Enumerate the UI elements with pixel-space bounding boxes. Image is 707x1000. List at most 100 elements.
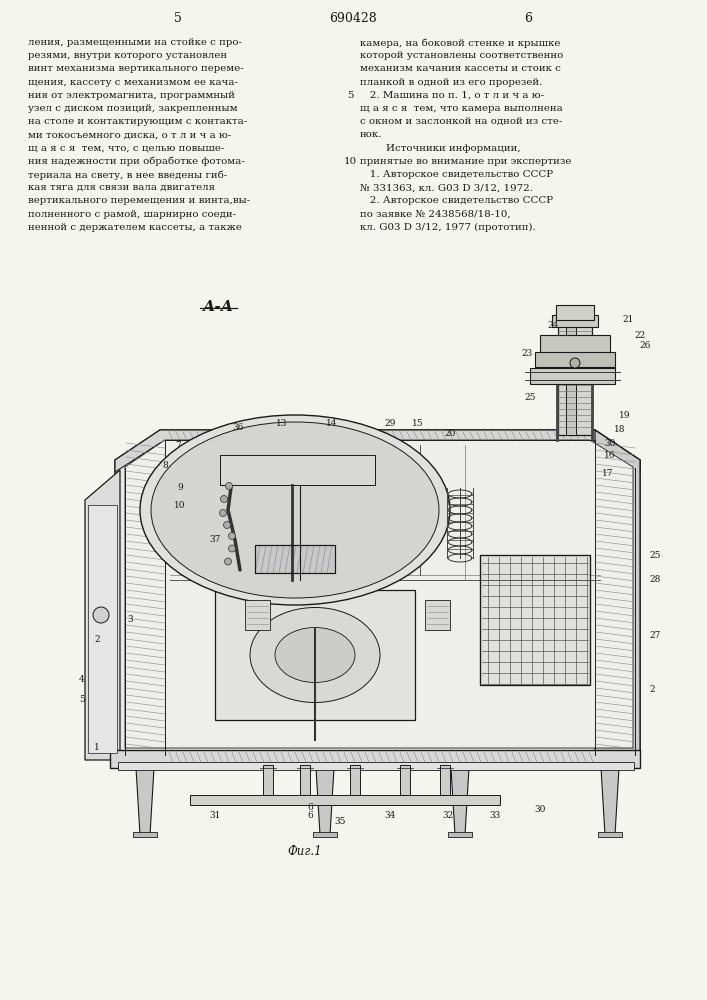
Text: териала на свету, в нее введены гиб-: териала на свету, в нее введены гиб- <box>28 170 227 180</box>
Bar <box>425 600 450 630</box>
Text: 30: 30 <box>534 806 546 814</box>
Text: ния от электромагнита, программный: ния от электромагнита, программный <box>28 91 235 100</box>
Text: 33: 33 <box>489 810 501 820</box>
Circle shape <box>93 607 109 623</box>
Text: 20: 20 <box>444 430 456 438</box>
Text: ненной с держателем кассеты, а также: ненной с держателем кассеты, а также <box>28 223 242 232</box>
Ellipse shape <box>140 415 450 605</box>
Text: 10: 10 <box>174 500 186 510</box>
Bar <box>540 335 610 355</box>
Circle shape <box>221 495 228 502</box>
Text: Фиг.1: Фиг.1 <box>288 845 322 858</box>
Text: ления, размещенными на стойке с про-: ления, размещенными на стойке с про- <box>28 38 242 47</box>
Circle shape <box>228 545 235 552</box>
Text: 2: 2 <box>649 686 655 694</box>
Circle shape <box>226 483 233 489</box>
Circle shape <box>219 510 226 516</box>
Bar <box>598 832 622 837</box>
Text: узел с диском позиций, закрепленным: узел с диском позиций, закрепленным <box>28 104 238 113</box>
Text: ми токосъемного диска, о т л и ч а ю-: ми токосъемного диска, о т л и ч а ю- <box>28 130 231 139</box>
Circle shape <box>225 558 231 565</box>
Text: 14: 14 <box>326 420 338 428</box>
Bar <box>263 765 273 800</box>
Bar <box>215 590 415 720</box>
Text: 2. Авторское свидетельство СССР: 2. Авторское свидетельство СССР <box>360 196 553 205</box>
Text: планкой в одной из его прорезей.: планкой в одной из его прорезей. <box>360 78 542 87</box>
Text: 1: 1 <box>94 744 100 752</box>
Bar <box>255 545 335 573</box>
Bar <box>133 832 157 837</box>
Text: камера, на боковой стенке и крышке: камера, на боковой стенке и крышке <box>360 38 561 47</box>
Bar <box>440 765 450 800</box>
Text: механизм качания кассеты и стоик с: механизм качания кассеты и стоик с <box>360 64 561 73</box>
Circle shape <box>228 532 235 540</box>
Ellipse shape <box>250 607 380 702</box>
Text: 29: 29 <box>385 420 396 428</box>
Text: 34: 34 <box>385 810 396 820</box>
Text: резями, внутри которого установлен: резями, внутри которого установлен <box>28 51 227 60</box>
Text: по заявке № 2438568/18-10,: по заявке № 2438568/18-10, <box>360 210 510 219</box>
Ellipse shape <box>275 628 355 682</box>
Text: 2. Машина по п. 1, о т л и ч а ю-: 2. Машина по п. 1, о т л и ч а ю- <box>360 91 544 100</box>
Bar <box>480 555 590 685</box>
Text: с окном и заслонкой на одной из сте-: с окном и заслонкой на одной из сте- <box>360 117 562 126</box>
Bar <box>558 320 592 435</box>
Text: 28: 28 <box>649 576 660 584</box>
Text: 15: 15 <box>412 420 423 428</box>
Text: 690428: 690428 <box>329 11 377 24</box>
Text: 22: 22 <box>634 330 645 340</box>
Text: 5: 5 <box>346 91 354 100</box>
Text: принятые во внимание при экспертизе: принятые во внимание при экспертизе <box>360 157 571 166</box>
Circle shape <box>570 358 580 368</box>
Text: 24: 24 <box>547 320 559 330</box>
Text: 13: 13 <box>276 420 288 428</box>
Bar <box>552 315 598 327</box>
Text: на столе и контактирующим с контакта-: на столе и контактирующим с контакта- <box>28 117 247 126</box>
Bar <box>110 750 640 768</box>
Text: 26: 26 <box>639 340 650 350</box>
Text: кая тяга для связи вала двигателя: кая тяга для связи вала двигателя <box>28 183 215 192</box>
Text: полненного с рамой, шарнирно соеди-: полненного с рамой, шарнирно соеди- <box>28 210 236 219</box>
Text: 25: 25 <box>525 393 536 402</box>
Text: которой установлены соответственно: которой установлены соответственно <box>360 51 563 60</box>
Text: 31: 31 <box>209 810 221 820</box>
Text: 3: 3 <box>127 615 133 624</box>
Text: нок.: нок. <box>360 130 382 139</box>
Text: щ а я с я  тем, что камера выполнена: щ а я с я тем, что камера выполнена <box>360 104 563 113</box>
Text: 18: 18 <box>614 426 626 434</box>
Text: щ а я с я  тем, что, с целью повыше-: щ а я с я тем, что, с целью повыше- <box>28 144 224 153</box>
Bar <box>220 455 375 485</box>
Text: 19: 19 <box>619 410 631 420</box>
Text: 9: 9 <box>177 484 183 492</box>
Text: 27: 27 <box>649 631 660 640</box>
Polygon shape <box>115 430 640 472</box>
Text: 5: 5 <box>174 11 182 24</box>
Ellipse shape <box>151 422 439 598</box>
Bar <box>530 368 615 384</box>
Bar <box>535 352 615 367</box>
Text: щения, кассету с механизмом ее кача-: щения, кассету с механизмом ее кача- <box>28 78 238 87</box>
Polygon shape <box>595 430 640 755</box>
Text: кл. G03 D 3/12, 1977 (прототип).: кл. G03 D 3/12, 1977 (прототип). <box>360 223 536 232</box>
Text: 30: 30 <box>604 440 616 448</box>
Polygon shape <box>316 768 334 835</box>
Bar <box>313 832 337 837</box>
Text: 2: 2 <box>94 636 100 645</box>
Bar <box>88 505 117 753</box>
Text: 16: 16 <box>604 452 616 460</box>
Polygon shape <box>115 430 640 755</box>
Bar <box>190 795 500 805</box>
Text: 32: 32 <box>443 810 454 820</box>
Text: 7: 7 <box>175 440 181 450</box>
Text: 25: 25 <box>649 550 661 560</box>
Text: 35: 35 <box>334 818 346 826</box>
Text: А-А: А-А <box>202 300 233 314</box>
Bar <box>300 765 310 800</box>
Text: вертикального перемещения и винта,вы-: вертикального перемещения и винта,вы- <box>28 196 250 205</box>
Polygon shape <box>601 768 619 835</box>
Text: 37: 37 <box>209 536 221 544</box>
Bar <box>245 600 270 630</box>
Text: 8: 8 <box>162 460 168 470</box>
Text: 6: 6 <box>524 11 532 24</box>
Text: 23: 23 <box>521 349 532 358</box>
